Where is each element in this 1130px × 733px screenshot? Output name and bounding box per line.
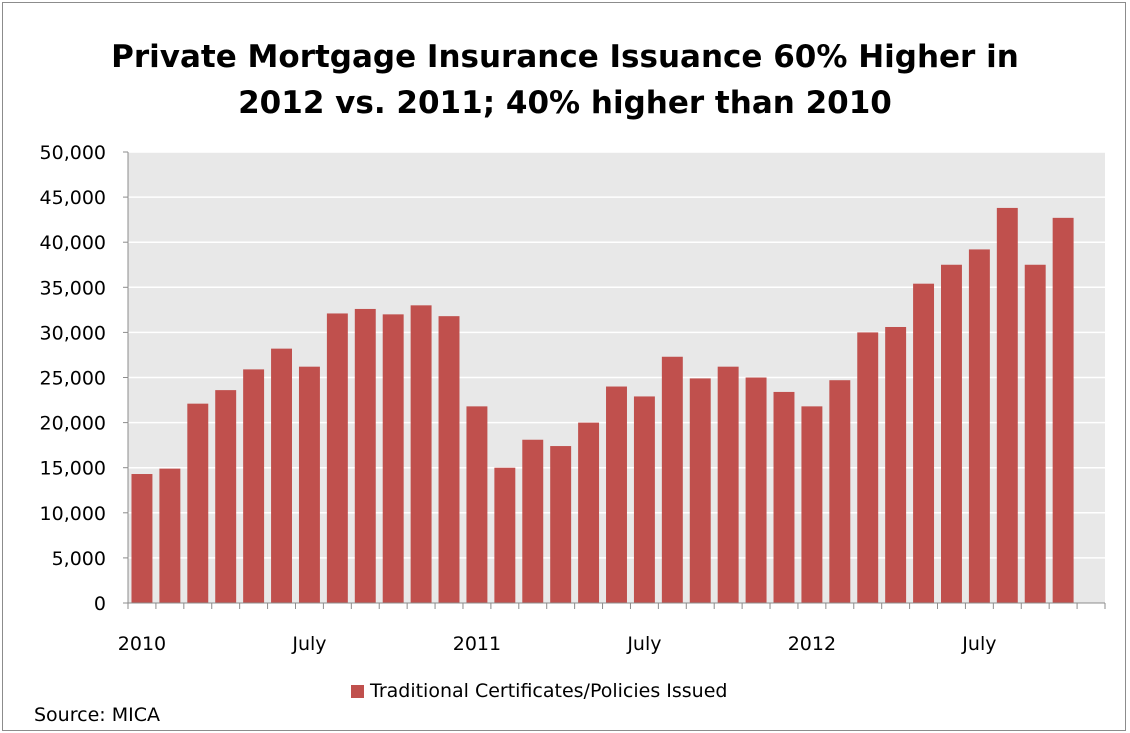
x-tick-label: July [291, 633, 326, 655]
bar [1024, 264, 1046, 603]
bar [354, 308, 376, 603]
bar [215, 390, 237, 603]
bar [466, 406, 488, 603]
y-tick-label: 40,000 [40, 232, 106, 254]
x-tick-label: 2011 [453, 633, 501, 655]
y-tick-label: 30,000 [40, 322, 106, 344]
bar [326, 313, 348, 603]
bar [410, 305, 432, 603]
source-note: Source: MICA [34, 704, 160, 726]
bar [661, 356, 683, 603]
bar [633, 396, 655, 603]
bar [438, 316, 460, 603]
y-tick-label: 10,000 [40, 503, 106, 525]
chart-title-line-1: Private Mortgage Insurance Issuance 60% … [111, 39, 1019, 75]
x-tick-labels: 2010 July 2011 July 2012 July [118, 633, 997, 655]
bar [131, 474, 153, 603]
bar [578, 422, 600, 603]
x-tick-label: 2010 [118, 633, 166, 655]
bar [298, 366, 320, 603]
x-tick-label: July [961, 633, 996, 655]
bar [550, 446, 572, 603]
bar [941, 264, 962, 603]
y-tick-label: 15,000 [40, 458, 106, 480]
bar [271, 348, 292, 603]
y-tick-label: 35,000 [40, 277, 106, 299]
bar [913, 283, 935, 603]
bar [996, 207, 1018, 603]
bar [522, 439, 544, 603]
bar [885, 326, 907, 603]
chart-title-line-2: 2012 vs. 2011; 40% higher than 2010 [238, 85, 892, 121]
bar [689, 378, 711, 603]
x-tick-label: July [626, 633, 661, 655]
bar [801, 406, 823, 603]
y-tick-label: 5,000 [52, 548, 106, 570]
y-tick-label: 45,000 [40, 187, 106, 209]
bar [187, 403, 209, 603]
bar [382, 314, 404, 603]
y-tick-label: 50,000 [40, 142, 106, 164]
y-tick-label: 20,000 [40, 413, 106, 435]
bar [773, 391, 795, 603]
bar [717, 366, 739, 603]
bar-series [131, 207, 1074, 603]
legend-label: Traditional Certificates/Policies Issued [370, 680, 728, 702]
y-tick-label: 25,000 [40, 368, 106, 390]
y-tick-label: 0 [94, 593, 106, 615]
legend-swatch [351, 684, 364, 698]
y-tick-labels: 0 5,000 10,000 15,000 20,000 25,000 30,000 35,0… [40, 142, 128, 615]
bar [606, 386, 627, 603]
bar [857, 332, 879, 603]
bar [745, 377, 767, 603]
bar [829, 380, 851, 603]
bar [159, 468, 181, 603]
legend: Traditional Certificates/Policies Issued [351, 679, 727, 703]
bar [968, 249, 990, 603]
bar [243, 369, 265, 603]
x-tick-label: 2012 [788, 633, 836, 655]
bar [1052, 217, 1074, 603]
chart-title: Private Mortgage Insurance Issuance 60% … [0, 34, 1130, 126]
bar [494, 467, 516, 603]
